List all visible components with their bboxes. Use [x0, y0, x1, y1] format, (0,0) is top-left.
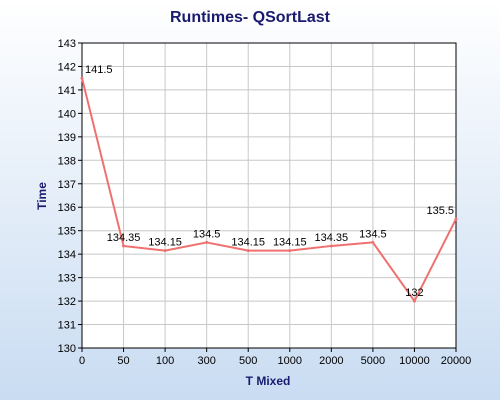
y-tick-label: 135 — [58, 226, 76, 238]
data-labels: 141.5 134.35 134.15 134.5 134.15 134.15 134.35… — [85, 64, 454, 299]
data-point — [205, 240, 209, 244]
data-point — [454, 217, 458, 221]
y-tick-label: 138 — [58, 155, 76, 167]
x-tick-label: 0 — [79, 355, 85, 367]
y-tick-label: 133 — [58, 273, 76, 285]
y-tick-label: 132 — [58, 296, 76, 308]
data-label: 135.5 — [426, 205, 454, 217]
data-point — [80, 76, 84, 80]
data-label: 134.35 — [315, 232, 349, 244]
data-label: 134.15 — [231, 237, 265, 249]
data-point — [329, 244, 333, 248]
x-axis-ticks: 0 50 100 300 500 1000 2000 5000 10000 20000 — [79, 348, 471, 367]
data-point — [371, 240, 375, 244]
y-tick-label: 141 — [58, 85, 76, 97]
data-point — [122, 244, 126, 248]
x-tick-label: 2000 — [319, 355, 343, 367]
data-label: 132 — [405, 287, 423, 299]
data-label: 134.5 — [193, 228, 221, 240]
series-layer — [80, 76, 458, 303]
y-tick-label: 139 — [58, 132, 76, 144]
y-tick-label: 140 — [58, 108, 76, 120]
y-tick-label: 143 — [58, 38, 76, 50]
data-label: 134.15 — [148, 237, 182, 249]
x-tick-label: 300 — [197, 355, 215, 367]
axes — [81, 42, 457, 349]
y-tick-label: 134 — [58, 249, 76, 261]
x-tick-label: 100 — [156, 355, 174, 367]
y-tick-label: 130 — [58, 343, 76, 355]
x-tick-label: 1000 — [278, 355, 302, 367]
data-point — [288, 249, 292, 253]
plot-border — [81, 42, 457, 349]
data-point — [246, 249, 250, 253]
data-label: 134.15 — [273, 237, 307, 249]
data-point — [163, 249, 167, 253]
data-label: 134.35 — [107, 232, 141, 244]
data-label: 134.5 — [359, 228, 387, 240]
y-tick-label: 142 — [58, 61, 76, 73]
series-line — [81, 77, 457, 303]
y-tick-label: 136 — [58, 202, 76, 214]
x-axis-label: T Mixed — [246, 374, 291, 388]
plot-area — [82, 43, 456, 348]
y-axis-ticks: 130 131 132 133 134 135 136 137 138 139 140 141 142 1… — [58, 38, 82, 355]
y-axis-label: Time — [35, 182, 49, 210]
x-tick-label: 500 — [239, 355, 257, 367]
x-tick-label: 10000 — [399, 355, 430, 367]
x-tick-label: 20000 — [441, 355, 472, 367]
y-tick-label: 131 — [58, 320, 76, 332]
y-tick-label: 137 — [58, 179, 76, 191]
data-label: 141.5 — [85, 64, 113, 76]
chart-title: Runtimes- QSortLast — [170, 9, 331, 26]
data-point — [412, 299, 416, 303]
x-tick-label: 50 — [117, 355, 129, 367]
x-tick-label: 5000 — [361, 355, 385, 367]
